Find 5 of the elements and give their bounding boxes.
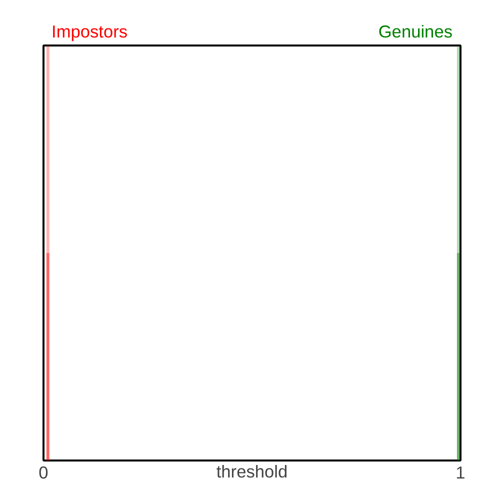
text: Impostors (52, 21, 128, 42)
text: Genuines (378, 21, 453, 42)
x-tick-label: 1 (456, 462, 466, 482)
x-axis-title: threshold (216, 462, 288, 482)
x-tick-label: 0 (38, 462, 48, 482)
